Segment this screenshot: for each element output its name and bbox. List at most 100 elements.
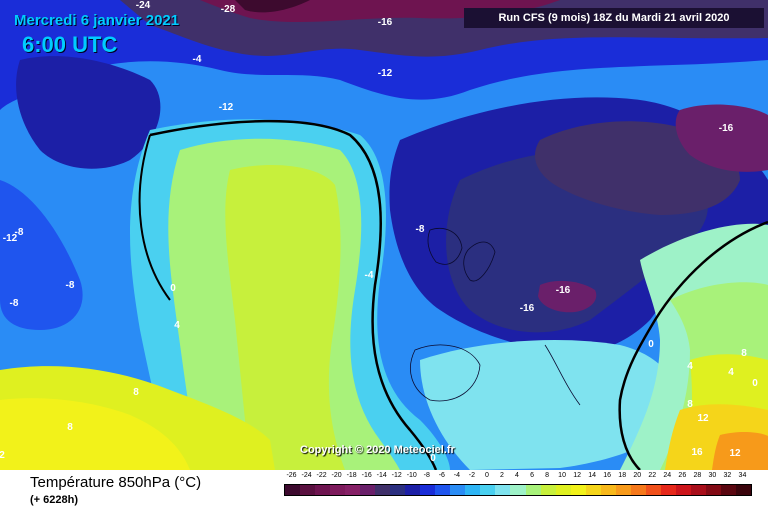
colorbar	[284, 484, 752, 496]
colorbar-tick: -16	[361, 472, 372, 479]
colorbar-tick: 16	[603, 472, 612, 479]
colorbar-swatch	[555, 485, 571, 495]
colorbar-swatch	[675, 485, 691, 495]
contour-label: 8	[133, 387, 139, 398]
west-cold-pocket	[0, 180, 83, 330]
colorbar-swatch	[645, 485, 661, 495]
colorbar-tick: 20	[633, 472, 642, 479]
colorbar-tick: 34	[738, 472, 747, 479]
contour-label: -8	[416, 224, 425, 235]
contour-label: -12	[378, 68, 393, 79]
colorbar-swatch	[585, 485, 601, 495]
isotherm-zero	[149, 119, 438, 470]
contour-label: -28	[221, 4, 236, 15]
colorbar-swatch	[315, 485, 331, 495]
forecast-time: 6:00 UTC	[22, 32, 118, 57]
map-canvas: -24 -28-16-4-12-12-16-8-12-8-40-8-8-16-16…	[0, 0, 768, 470]
colorbar-tick: -20	[331, 472, 342, 479]
colorbar-tick: -26	[286, 472, 297, 479]
colorbar-swatch	[420, 485, 436, 495]
colorbar-tick: 30	[708, 472, 717, 479]
colorbar-swatch	[285, 485, 301, 495]
contour-label: 4	[728, 367, 734, 378]
contour-label: 12	[729, 448, 741, 459]
colorbar-swatch	[450, 485, 466, 495]
southwest-warmer	[0, 398, 190, 470]
colorbar-swatch	[435, 485, 451, 495]
colorbar-tick: 2	[500, 472, 504, 479]
colorbar-swatch	[630, 485, 646, 495]
contour-label: -4	[193, 54, 202, 65]
colorbar-swatch	[405, 485, 421, 495]
colorbar-swatch	[510, 485, 526, 495]
forecast-hour: (+ 6228h)	[30, 494, 78, 506]
contour-label: -16	[719, 123, 734, 134]
temperature-map: -24 -28 -16 -4 -12 -12 -16 -8 -12 -8 -4 0 -8 -8 -16 -16…	[0, 0, 768, 470]
colorbar-tick: 26	[678, 472, 687, 479]
colorbar-swatch	[525, 485, 541, 495]
colorbar-swatch	[540, 485, 556, 495]
british-isles-coast	[427, 228, 496, 282]
colorbar-swatch	[735, 485, 751, 495]
contour-label: -12	[3, 233, 18, 244]
colorbar-tick: -8	[423, 472, 430, 479]
contour-label: -16	[520, 303, 535, 314]
contour-label: 4	[174, 320, 180, 331]
run-info: Run CFS (9 mois) 18Z du Mardi 21 avril 2…	[464, 8, 764, 28]
polar-core-deep	[235, 0, 310, 13]
colorbar-swatch	[495, 485, 511, 495]
italy-coast	[544, 344, 581, 406]
contour-label: 8	[687, 399, 693, 410]
legend: Température 850hPa (°C) (+ 6228h) -26 -24…	[0, 470, 768, 512]
colorbar-tick: -14	[376, 472, 387, 479]
contour-label: -12	[219, 102, 234, 113]
warm-tongue-core	[225, 165, 345, 470]
colorbar-tick: 28	[693, 472, 702, 479]
contour-label: 8	[741, 348, 747, 359]
colorbar-swatch	[615, 485, 631, 495]
colorbar-tick: -12	[391, 472, 402, 479]
contour-label: -16	[378, 17, 393, 28]
colorbar-swatch	[480, 485, 496, 495]
contour-labels: -24 -28-16-4-12-12-16-8-12-8-40-8-8-16-16…	[0, 0, 758, 464]
isotherm-zero-west	[138, 134, 171, 301]
contour-label: 16	[691, 447, 703, 458]
parameter-title: Température 850hPa (°C)	[30, 474, 202, 491]
colorbar-swatch	[360, 485, 376, 495]
colorbar-swatch	[660, 485, 676, 495]
mediterranean-mild	[420, 340, 680, 470]
contour-label: -8	[10, 298, 19, 309]
colorbar-swatch	[330, 485, 346, 495]
isotherm-zero-east	[618, 220, 768, 470]
contour-label: 0	[170, 283, 176, 294]
colorbar-tick: 18	[618, 472, 627, 479]
colorbar-tick: 12	[573, 472, 581, 479]
colorbar-tick: 4	[515, 472, 519, 479]
colorbar-tick: 22	[648, 472, 657, 479]
colorbar-tick: -10	[406, 472, 417, 479]
colorbar-tick: 32	[723, 472, 732, 479]
colorbar-swatch	[690, 485, 706, 495]
colorbar-tick: 14	[588, 472, 597, 479]
colorbar-ticks: -26 -24 -22 -20 -18 -16 -14 -12 -10 -8 -6 -4 -2 0 2 4 6 8…	[284, 472, 750, 482]
contour-label: 12	[697, 413, 709, 424]
colorbar-swatch	[300, 485, 316, 495]
contour-label: 0	[648, 339, 654, 350]
contour-label: -8	[15, 227, 24, 238]
contour-label: -8	[66, 280, 75, 291]
colorbar-tick: -6	[438, 472, 445, 479]
iberia-coast	[410, 344, 481, 402]
colorbar-tick: 0	[484, 472, 489, 479]
copyright: Copyright © 2020 Meteociel.fr	[300, 444, 455, 456]
contour-label: 8	[67, 422, 73, 433]
colorbar-tick: 10	[558, 472, 566, 479]
colorbar-tick: -18	[346, 472, 357, 479]
colorbar-swatch	[375, 485, 391, 495]
contour-label: -16	[556, 285, 571, 296]
colorbar-swatch	[570, 485, 586, 495]
contour-label: 0	[752, 378, 758, 389]
contour-label: 4	[687, 361, 693, 372]
colorbar-swatch	[465, 485, 481, 495]
germany-cold-core	[538, 280, 597, 313]
southeast-hottest	[712, 432, 768, 470]
